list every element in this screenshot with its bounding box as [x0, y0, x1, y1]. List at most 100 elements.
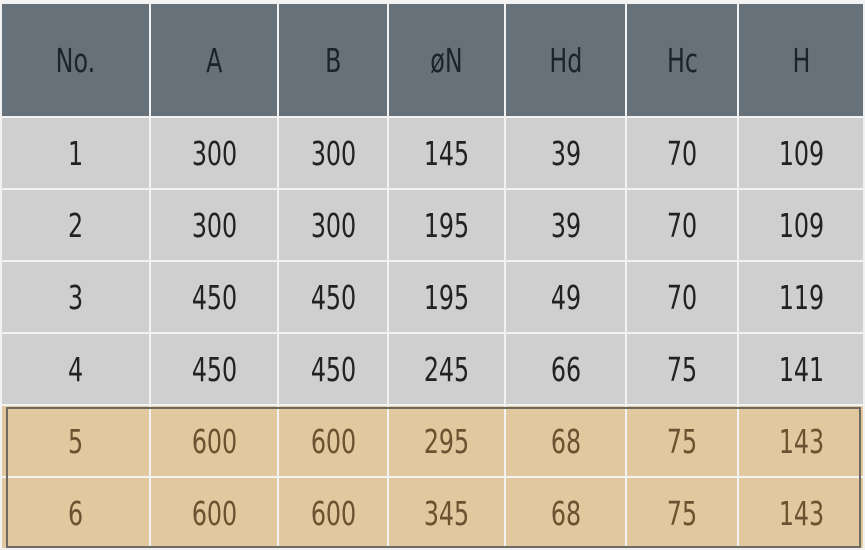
cell-value: 141	[778, 349, 824, 389]
cell-value: 143	[778, 421, 824, 461]
table-cell: 300	[279, 190, 387, 260]
cell-value: 143	[778, 493, 824, 533]
column-header-label: Hd	[549, 40, 582, 80]
cell-value: 66	[550, 349, 581, 389]
table-cell: 245	[389, 334, 504, 404]
cell-value: 145	[423, 133, 470, 173]
cell-value: 70	[666, 205, 698, 245]
column-header-label: No.	[55, 40, 96, 80]
cell-value: 600	[191, 421, 237, 461]
table-cell: 39	[506, 118, 625, 188]
table-cell: 6	[2, 478, 149, 548]
table-cell: 2	[2, 190, 149, 260]
cell-value: 245	[423, 349, 470, 389]
table-cell: 3	[2, 262, 149, 332]
table-cell: 4	[2, 334, 149, 404]
cell-value: 450	[191, 349, 237, 389]
cell-value: 1	[67, 133, 84, 173]
cell-value: 6	[67, 493, 84, 533]
column-header-label: Hc	[666, 40, 698, 80]
table-cell: 1	[2, 118, 149, 188]
cell-value: 345	[423, 493, 470, 533]
cell-value: 5	[67, 421, 84, 461]
column-header: No.	[2, 4, 149, 116]
cell-value: 70	[666, 277, 698, 317]
column-header: Hc	[627, 4, 737, 116]
table-cell: 145	[389, 118, 504, 188]
table-cell: 109	[739, 118, 863, 188]
cell-value: 195	[423, 205, 470, 245]
cell-value: 450	[310, 277, 356, 317]
column-header: øN	[389, 4, 504, 116]
table-cell: 70	[627, 118, 737, 188]
table-cell: 39	[506, 190, 625, 260]
column-header-label: H	[792, 40, 810, 80]
cell-value: 70	[666, 133, 698, 173]
table-cell: 195	[389, 262, 504, 332]
cell-value: 195	[423, 277, 470, 317]
table-row: 5 600 600 295 68 75 143	[2, 406, 863, 476]
cell-value: 3	[67, 277, 84, 317]
cell-value: 450	[191, 277, 237, 317]
table-row: 2 300 300 195 39 70 109	[2, 190, 863, 260]
table-cell: 141	[739, 334, 863, 404]
cell-value: 75	[666, 349, 698, 389]
table-cell: 119	[739, 262, 863, 332]
table-cell: 450	[151, 262, 277, 332]
cell-value: 75	[666, 493, 698, 533]
table-cell: 75	[627, 334, 737, 404]
table-cell: 75	[627, 478, 737, 548]
cell-value: 49	[550, 277, 581, 317]
column-header: A	[151, 4, 277, 116]
column-header: B	[279, 4, 387, 116]
table-row: 3 450 450 195 49 70 119	[2, 262, 863, 332]
table-cell: 600	[279, 478, 387, 548]
cell-value: 68	[550, 493, 581, 533]
table-row: 6 600 600 345 68 75 143	[2, 478, 863, 548]
cell-value: 450	[310, 349, 356, 389]
table-cell: 300	[151, 118, 277, 188]
cell-value: 600	[191, 493, 237, 533]
table-cell: 75	[627, 406, 737, 476]
column-header-label: øN	[430, 40, 463, 80]
cell-value: 68	[550, 421, 581, 461]
cell-value: 4	[67, 349, 84, 389]
cell-value: 2	[67, 205, 84, 245]
cell-value: 75	[666, 421, 698, 461]
cell-value: 600	[310, 493, 356, 533]
table-cell: 68	[506, 406, 625, 476]
table-cell: 600	[151, 478, 277, 548]
table-cell: 295	[389, 406, 504, 476]
table-cell: 345	[389, 478, 504, 548]
table-cell: 109	[739, 190, 863, 260]
column-header-label: A	[205, 40, 223, 80]
cell-value: 300	[191, 133, 237, 173]
table-cell: 450	[279, 334, 387, 404]
table-cell: 5	[2, 406, 149, 476]
cell-value: 109	[778, 205, 824, 245]
cell-value: 295	[423, 421, 470, 461]
table-cell: 600	[151, 406, 277, 476]
column-header: Hd	[506, 4, 625, 116]
cell-value: 600	[310, 421, 356, 461]
column-header-label: B	[324, 40, 342, 80]
cell-value: 119	[778, 277, 824, 317]
cell-value: 300	[191, 205, 237, 245]
table-cell: 143	[739, 478, 863, 548]
cell-value: 39	[550, 205, 581, 245]
cell-value: 109	[778, 133, 824, 173]
table-cell: 300	[151, 190, 277, 260]
table-row: 1 300 300 145 39 70 109	[2, 118, 863, 188]
cell-value: 300	[310, 205, 356, 245]
table-cell: 600	[279, 406, 387, 476]
table-cell: 450	[151, 334, 277, 404]
table-cell: 49	[506, 262, 625, 332]
table-cell: 68	[506, 478, 625, 548]
cell-value: 300	[310, 133, 356, 173]
column-header: H	[739, 4, 863, 116]
table-cell: 195	[389, 190, 504, 260]
table-cell: 70	[627, 190, 737, 260]
table-cell: 300	[279, 118, 387, 188]
table-cell: 143	[739, 406, 863, 476]
